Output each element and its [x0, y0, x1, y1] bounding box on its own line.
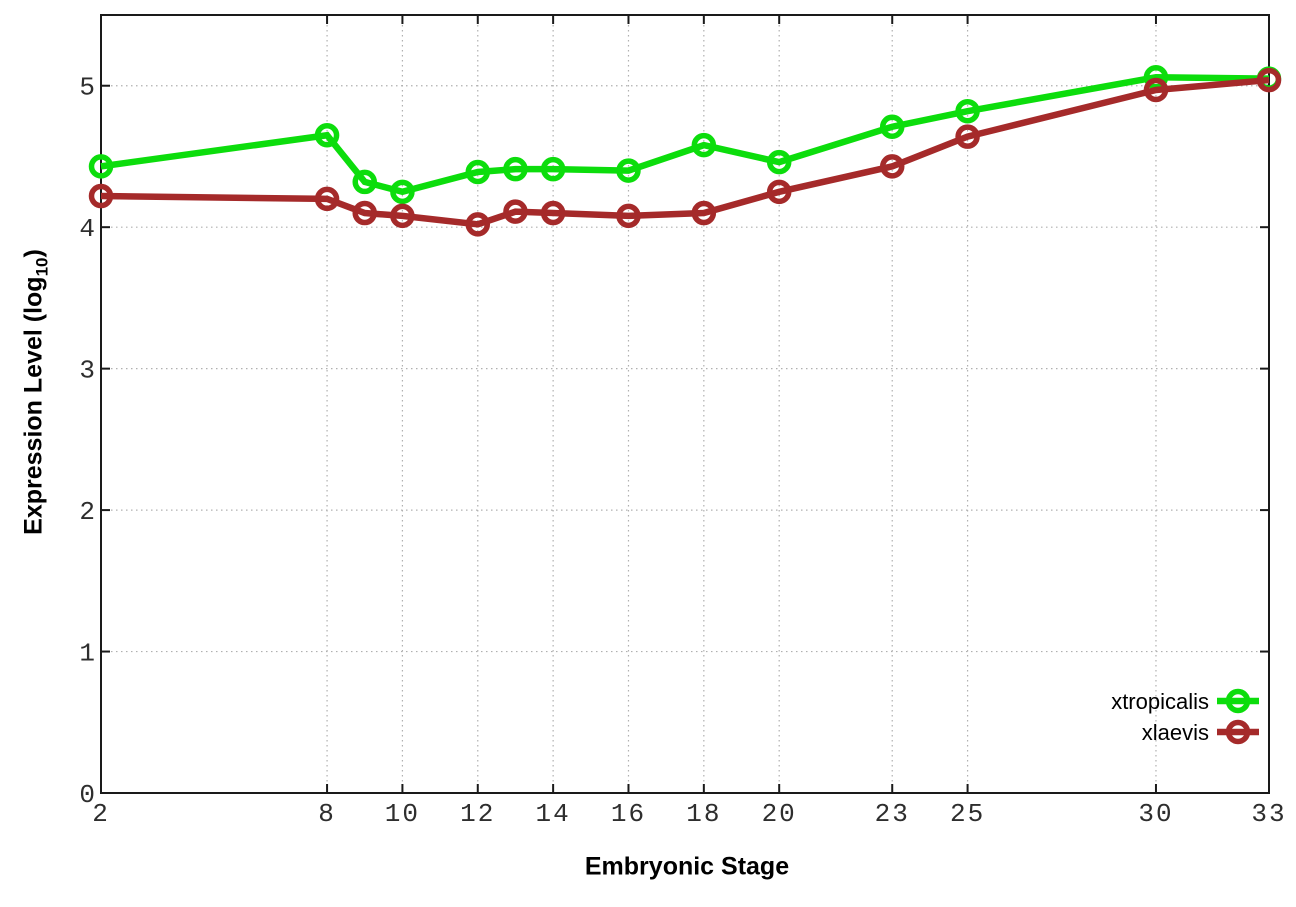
- legend-label-xtropicalis: xtropicalis: [1111, 689, 1209, 714]
- data-point-xlaevis: [766, 179, 792, 205]
- plot-border: [100, 14, 1270, 794]
- data-point-xtropicalis: [955, 98, 980, 124]
- data-point-xtropicalis: [766, 149, 792, 175]
- data-point-xtropicalis: [352, 169, 377, 195]
- data-point-xlaevis: [352, 200, 377, 226]
- data-point-xlaevis: [616, 203, 641, 229]
- legend-label-xlaevis: xlaevis: [1142, 720, 1209, 745]
- x-tick-label: 20: [762, 799, 797, 829]
- data-point-xlaevis: [503, 199, 528, 224]
- x-tick-label: 18: [686, 799, 721, 829]
- data-point-xtropicalis: [390, 179, 415, 205]
- y-tick-label: 3: [79, 356, 95, 386]
- data-point-xtropicalis: [503, 156, 528, 182]
- x-tick-label: 10: [385, 799, 420, 829]
- legend-marker-xlaevis: [1225, 719, 1251, 745]
- x-tick-label: 14: [536, 799, 571, 829]
- data-point-xlaevis: [88, 183, 114, 209]
- x-tick-label: 12: [460, 799, 495, 829]
- data-point-xtropicalis: [691, 132, 717, 158]
- x-tick-label: 30: [1138, 799, 1173, 829]
- data-point-xlaevis: [691, 200, 717, 226]
- data-point-xlaevis: [540, 200, 566, 226]
- data-point-xlaevis: [314, 186, 340, 212]
- data-point-xlaevis: [465, 212, 491, 237]
- x-tick-label: 33: [1251, 799, 1286, 829]
- y-tick-label: 0: [79, 780, 95, 810]
- y-tick-label: 1: [79, 639, 95, 669]
- y-axis-title: Expression Level (log10): [20, 249, 53, 535]
- data-point-xlaevis: [1143, 77, 1169, 103]
- data-point-xlaevis: [1256, 67, 1282, 93]
- x-tick-label: 25: [950, 799, 985, 829]
- x-tick-label: 16: [611, 799, 646, 829]
- x-tick-label: 2: [92, 799, 110, 829]
- x-tick-label: 8: [318, 799, 336, 829]
- data-point-xtropicalis: [465, 159, 491, 185]
- data-point-xtropicalis: [540, 156, 566, 182]
- data-point-xtropicalis: [314, 122, 340, 148]
- data-point-xlaevis: [879, 154, 905, 179]
- x-tick-label: 23: [875, 799, 910, 829]
- data-point-xtropicalis: [88, 154, 114, 179]
- y-tick-label: 5: [79, 73, 95, 103]
- y-tick-label: 4: [79, 214, 95, 244]
- y-axis-title-close-paren: ): [19, 249, 48, 258]
- series-line-xlaevis: [100, 76, 1270, 228]
- data-point-xlaevis: [390, 203, 415, 229]
- y-axis-title-text: Expression Level (log: [19, 276, 48, 535]
- data-point-xlaevis: [955, 124, 980, 149]
- y-tick-label: 2: [79, 497, 95, 527]
- x-axis-title: Embryonic Stage: [584, 852, 790, 881]
- series-line-xtropicalis: [100, 73, 1270, 196]
- data-point-xtropicalis: [879, 114, 905, 139]
- legend-marker-xtropicalis: [1225, 688, 1251, 714]
- y-axis-title-subscript: 10: [32, 257, 52, 277]
- data-point-xtropicalis: [616, 158, 641, 183]
